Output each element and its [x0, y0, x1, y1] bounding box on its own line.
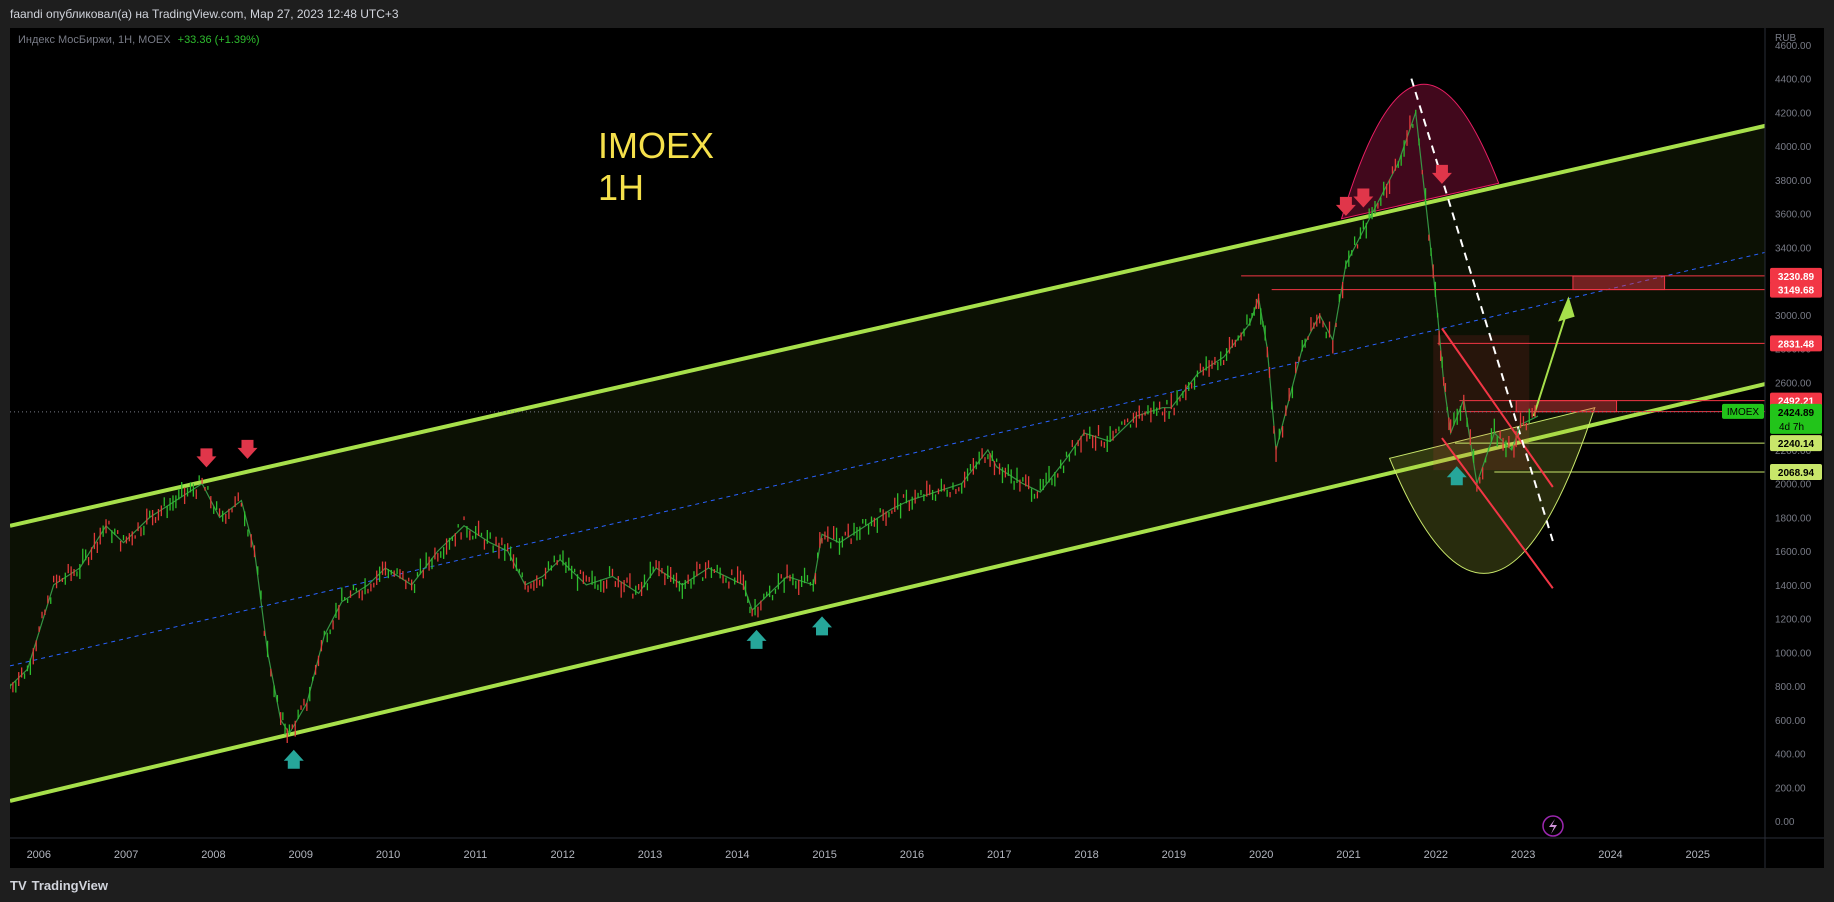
symbol-tag-box: [1722, 403, 1764, 419]
range-box: [1433, 335, 1530, 471]
up-arrow-marker: [283, 749, 304, 769]
x-tick-label: 2018: [1074, 849, 1098, 861]
price-label-text: 2492.21: [1778, 397, 1815, 408]
symbol-tag-text: IMOEX: [1727, 407, 1760, 418]
target-zone: [1572, 275, 1666, 291]
x-tick-label: 2016: [900, 849, 924, 861]
wedge-bottom: [1441, 437, 1554, 589]
y-tick-label: 1600.00: [1775, 547, 1812, 558]
x-tick-label: 2022: [1424, 849, 1448, 861]
x-tick-label: 2014: [725, 849, 749, 861]
x-tick-label: 2021: [1336, 849, 1360, 861]
y-tick-label: 2200.00: [1775, 446, 1812, 457]
publish-line: faandi опубликовал(а) на TradingView.com…: [10, 7, 399, 21]
y-tick-label: 4200.00: [1775, 108, 1812, 119]
footer: TV TradingView: [0, 868, 1834, 902]
legend-symbol: Индекс МосБиржи, 1H, MOEX: [18, 34, 171, 46]
channel-upper-line: [9, 123, 1766, 528]
price-label-text: 3149.68: [1778, 286, 1815, 297]
down-arrow-marker: [1335, 196, 1356, 216]
publish-header: faandi опубликовал(а) на TradingView.com…: [0, 0, 1834, 28]
chart-annotation-interval: 1H: [598, 167, 644, 208]
price-label-text: 3230.89: [1778, 272, 1815, 283]
price-line: [9, 112, 1539, 735]
bottom-arc-shape: [1388, 406, 1596, 574]
tradingview-brand[interactable]: TV TradingView: [10, 878, 108, 893]
price-label-box: [1770, 435, 1822, 452]
x-tick-label: 2011: [464, 849, 488, 861]
x-tick-label: 2023: [1511, 849, 1535, 861]
x-tick-label: 2017: [987, 849, 1011, 861]
x-tick-label: 2009: [289, 849, 313, 861]
wedge-top: [1441, 327, 1554, 488]
dashed-trend-line: [1410, 78, 1554, 542]
y-tick-label: 3400.00: [1775, 243, 1812, 254]
y-axis: 4600.00 4400.00 4200.00 4000.00 3800.00 3600.…: [1722, 28, 1824, 868]
price-label-box: [1770, 267, 1822, 284]
x-tick-label: 2006: [27, 849, 51, 861]
current-price-text: 2424.89: [1778, 408, 1815, 419]
y-tick-label: 1800.00: [1775, 513, 1812, 524]
brand-name: TradingView: [31, 878, 108, 893]
current-price-box: [1770, 403, 1822, 434]
chart-annotation-symbol: IMOEX: [598, 125, 714, 166]
tradingview-logo-icon: TV: [10, 878, 27, 893]
target-arrow-line: [1532, 306, 1570, 417]
y-tick-label: 3800.00: [1775, 176, 1812, 187]
x-tick-label: 2025: [1686, 849, 1710, 861]
lightning-icon[interactable]: [1542, 815, 1564, 837]
y-tick-label: 2000.00: [1775, 480, 1812, 491]
countdown-text: 4d 7h: [1779, 422, 1804, 433]
down-arrow-marker: [196, 448, 217, 468]
y-tick-label: 1000.00: [1775, 648, 1812, 659]
x-tick-label: 2013: [638, 849, 662, 861]
x-axis: 2006 2007 2008 2009 2010 2011 2012 2013 2014 2015…: [10, 837, 1824, 861]
x-tick-label: 2010: [376, 849, 400, 861]
up-arrow-marker: [746, 629, 767, 649]
y-tick-label: 1400.00: [1775, 581, 1812, 592]
legend-change: +33.36 (+1.39%): [177, 34, 260, 46]
price-series: [9, 109, 1539, 743]
down-arrow-marker: [1353, 188, 1374, 208]
price-label-text: 2831.48: [1778, 339, 1815, 350]
y-tick-label: 3600.00: [1775, 210, 1812, 221]
y-tick-label: 4400.00: [1775, 75, 1812, 86]
y-tick-label: 400.00: [1775, 750, 1806, 761]
price-label-box: [1770, 281, 1822, 298]
up-arrow-marker: [812, 616, 833, 636]
marker-layer: [196, 164, 1467, 769]
channel-fill: [10, 125, 1765, 801]
resistance-zone: [1515, 400, 1618, 413]
x-tick-label: 2007: [114, 849, 138, 861]
price-label-text: 2240.14: [1778, 439, 1815, 450]
y-tick-label: 800.00: [1775, 682, 1806, 693]
chart-area[interactable]: 4600.00 4400.00 4200.00 4000.00 3800.00 3600.…: [9, 28, 1824, 868]
price-label-text: 2068.94: [1778, 468, 1815, 479]
lightning-glyph: [1549, 819, 1557, 834]
up-arrow-marker: [1446, 466, 1467, 486]
symbol-legend: Индекс МосБиржи, 1H, MOEX +33.36 (+1.39%…: [18, 34, 260, 46]
y-tick-label: 1200.00: [1775, 615, 1812, 626]
x-tick-label: 2019: [1162, 849, 1186, 861]
down-arrow-marker: [237, 439, 258, 459]
y-tick-label: 200.00: [1775, 783, 1806, 794]
target-arrow-head: [1558, 296, 1575, 322]
down-arrow-marker: [1431, 164, 1452, 184]
y-tick-label: 4600.00: [1775, 41, 1812, 52]
x-tick-label: 2015: [812, 849, 836, 861]
y-tick-label: 3000.00: [1775, 311, 1812, 322]
price-chart[interactable]: 4600.00 4400.00 4200.00 4000.00 3800.00 3600.…: [9, 28, 1824, 868]
x-tick-label: 2024: [1598, 849, 1622, 861]
y-tick-label: 0.00: [1775, 817, 1795, 828]
x-tick-label: 2020: [1249, 849, 1273, 861]
y-axis-unit: RUB: [1775, 33, 1796, 44]
y-tick-label: 600.00: [1775, 716, 1806, 727]
x-tick-label: 2008: [201, 849, 225, 861]
y-tick-label: 4000.00: [1775, 142, 1812, 153]
price-label-box: [1770, 463, 1822, 480]
price-label-box: [1770, 335, 1822, 352]
y-tick-label: 2600.00: [1775, 378, 1812, 389]
x-tick-label: 2012: [550, 849, 574, 861]
